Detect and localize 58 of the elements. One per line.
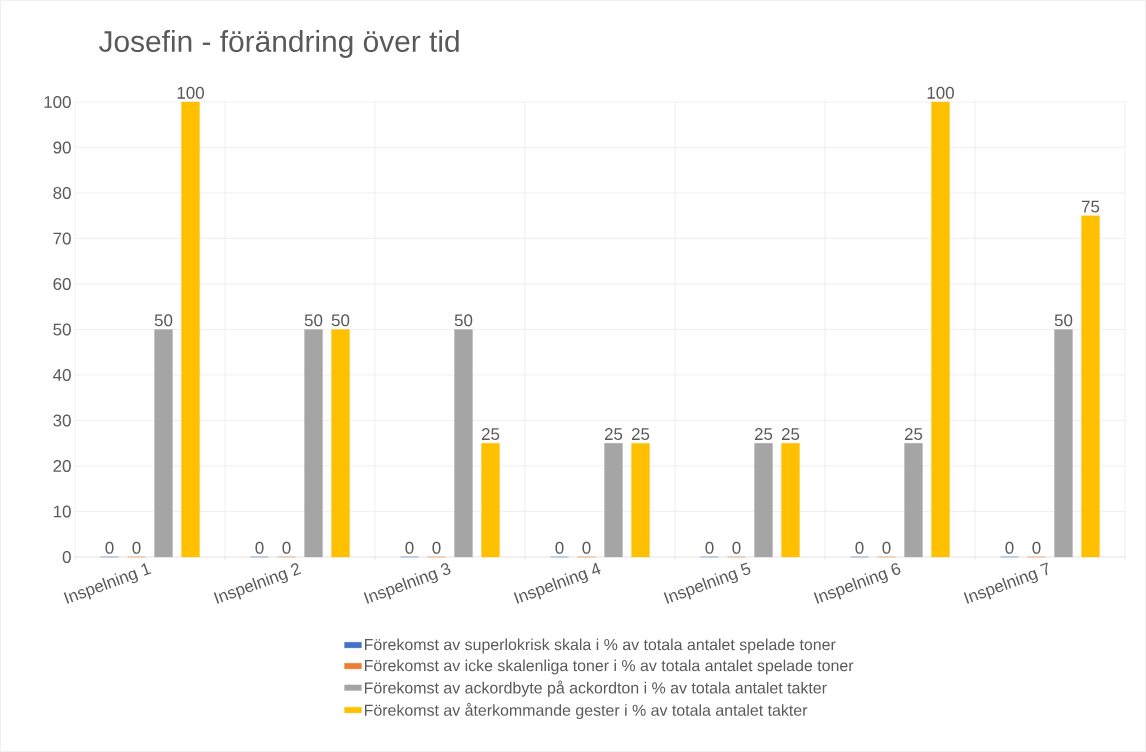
data-label: 25: [781, 428, 800, 441]
data-label: 25: [754, 428, 773, 441]
bar: [1054, 329, 1073, 558]
data-label: 50: [454, 314, 473, 327]
bar: [781, 443, 800, 558]
chart-title: Josefin - förändring över tid: [99, 30, 459, 58]
bar: [304, 329, 323, 558]
data-label: 0: [705, 541, 714, 554]
bar: [331, 329, 350, 558]
bar: [1081, 215, 1100, 558]
y-tick-label: 20: [53, 459, 71, 472]
data-label: 25: [604, 428, 623, 441]
data-label: 0: [855, 541, 864, 554]
data-label: 0: [255, 541, 264, 554]
data-label: 50: [1054, 314, 1073, 327]
data-label: 100: [177, 86, 204, 99]
y-tick-label: 50: [53, 323, 71, 336]
data-label: 25: [481, 428, 500, 441]
bar: [754, 443, 773, 558]
y-tick-label: 40: [53, 368, 71, 381]
y-tick-label: 100: [44, 95, 71, 108]
data-label: 50: [331, 314, 350, 327]
y-tick-label: 30: [53, 414, 71, 427]
bar: [481, 443, 500, 558]
y-tick-label: 10: [53, 505, 71, 518]
data-label: 0: [555, 541, 564, 554]
y-tick-label: 60: [53, 277, 71, 290]
data-label: 100: [927, 86, 954, 99]
legend-label: Förekomst av ackordbyte på ackordton i % av totala antalet takter: [364, 680, 827, 697]
data-label: 0: [732, 541, 741, 554]
data-label: 25: [631, 428, 650, 441]
bar: [904, 443, 923, 558]
bar: [931, 101, 950, 558]
legend-label: Förekomst av återkommande gester i % av totala antalet takter: [364, 702, 808, 720]
data-label: 75: [1081, 200, 1100, 213]
data-label: 0: [405, 541, 414, 554]
bar: [181, 101, 200, 558]
data-label: 0: [1005, 541, 1014, 554]
data-label: 50: [154, 314, 173, 327]
bar: [631, 443, 650, 558]
y-tick-label: 70: [53, 232, 71, 245]
bar: [604, 443, 623, 558]
y-tick-label: 0: [62, 550, 71, 563]
data-label: 0: [582, 541, 591, 554]
data-label: 0: [882, 541, 891, 554]
data-label: 25: [904, 428, 923, 441]
data-label: 0: [282, 541, 291, 554]
legend-label: Förekomst av superlokrisk skala i % av totala antalet spelade toner: [364, 638, 836, 654]
data-label: 0: [132, 541, 141, 554]
data-label: 50: [304, 314, 323, 327]
data-label: 0: [105, 541, 114, 554]
legend-label: Förekomst av icke skalenliga toner i % av totala antalet spelade toner: [364, 659, 854, 675]
bar: [154, 329, 173, 558]
y-tick-label: 90: [53, 141, 71, 154]
y-tick-label: 80: [53, 186, 71, 199]
bar: [454, 329, 473, 558]
data-label: 0: [432, 541, 441, 554]
data-label: 0: [1032, 541, 1041, 554]
